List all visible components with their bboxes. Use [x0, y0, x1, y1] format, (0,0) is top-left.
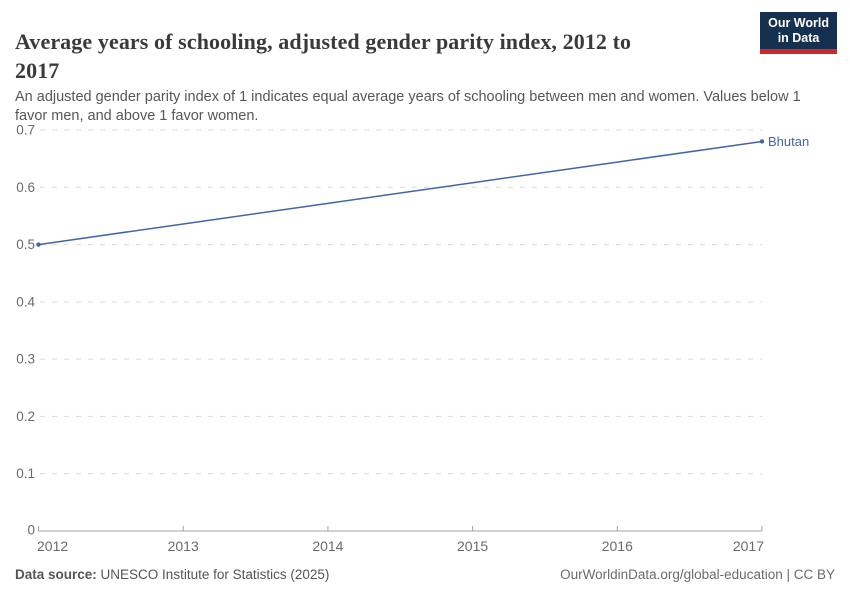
- y-axis-tick-label: 0.3: [16, 352, 35, 367]
- x-axis-tick-label: 2012: [37, 538, 68, 554]
- data-source-label: Data source:: [15, 567, 97, 582]
- y-axis-tick-label: 0.2: [16, 409, 35, 424]
- data-source: Data source: UNESCO Institute for Statis…: [15, 567, 329, 582]
- series-endpoint-marker: [759, 139, 765, 144]
- series-line-bhutan: [38, 140, 763, 246]
- y-axis-tick-label: 0.6: [16, 180, 35, 195]
- y-axis-tick-label: 0.5: [16, 237, 35, 252]
- page-title-line-1: Average years of schooling, adjusted gen…: [15, 28, 632, 54]
- x-axis-tick-label: 2015: [457, 538, 488, 554]
- data-source-text: UNESCO Institute for Statistics (2025): [100, 567, 330, 582]
- owid-logo: Our World in Data: [760, 12, 837, 54]
- y-axis-tick-label: 0.7: [16, 123, 35, 138]
- line-chart-canvas: 0 0.1 0.2 0.3 0.4 0.5 0.6 0.7 2012 2013 2014 2015 20…: [16, 123, 809, 555]
- owid-logo-line-1: Our World: [768, 16, 829, 30]
- chart-subtitle-line-2: favor men, and above 1 favor women.: [15, 107, 259, 124]
- y-axis-tick-label: 0.1: [16, 466, 35, 481]
- x-axis-tick-label: 2013: [168, 538, 199, 554]
- page-title-line-2: 2017: [15, 57, 60, 83]
- y-axis-tick-label: 0: [27, 523, 35, 538]
- y-axis-tick-label: 0.4: [16, 294, 35, 309]
- series-endpoint-marker: [36, 242, 41, 247]
- owid-logo-line-2: in Data: [777, 31, 820, 45]
- attribution-link: OurWorldinData.org/global-education | CC…: [560, 567, 835, 582]
- page-title: Average years of schooling, adjusted gen…: [15, 27, 755, 85]
- series-end-label: Bhutan: [768, 134, 809, 149]
- chart-subtitle-line-1: An adjusted gender parity index of 1 ind…: [15, 88, 801, 105]
- x-axis-tick-label: 2014: [312, 538, 343, 554]
- x-axis-tick-label: 2016: [602, 538, 633, 554]
- x-axis-tick-label: 2017: [733, 538, 764, 554]
- chart-subtitle: An adjusted gender parity index of 1 ind…: [15, 88, 835, 126]
- chart-footer: Data source: UNESCO Institute for Statis…: [15, 567, 835, 582]
